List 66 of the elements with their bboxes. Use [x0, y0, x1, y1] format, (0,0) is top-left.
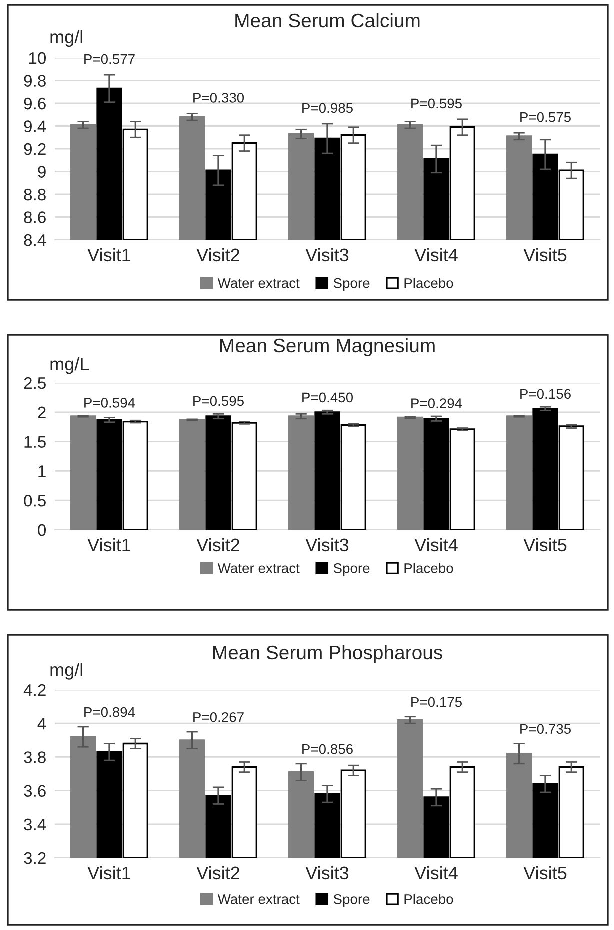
y-tick-label: 2.5	[24, 377, 46, 390]
x-tick-label: Visit2	[196, 866, 240, 880]
annotation: P=0.735	[520, 724, 571, 734]
y-tick-label: 9.2	[24, 143, 46, 156]
legend-label: Water extract	[218, 278, 300, 288]
y-axis-title: mg/l	[50, 30, 82, 48]
y-tick-label: 3.6	[24, 785, 46, 798]
y-tick-label: 3.8	[24, 752, 46, 764]
x-tick-label: Visit5	[524, 248, 567, 262]
y-tick-label: 8.8	[24, 188, 46, 201]
legend-label: Spore	[334, 894, 370, 908]
annotation: P=0.175	[412, 697, 462, 708]
y-tick-label: 8.4	[24, 234, 46, 246]
x-tick-label: Visit4	[414, 538, 458, 552]
x-tick-label: Visit1	[88, 866, 131, 880]
y-tick-label: 8.6	[24, 212, 46, 224]
y-tick-label: 0.5	[24, 495, 46, 507]
x-tick-label: Visit3	[306, 538, 349, 552]
x-tick-label: Visit1	[88, 538, 131, 552]
y-tick-label: 1.5	[24, 436, 46, 448]
y-tick-label: 1	[38, 466, 46, 478]
y-axis-title: mg/l	[50, 663, 82, 680]
chart-title: Mean Serum Calcium	[236, 13, 420, 28]
y-tick-label: 9.6	[24, 98, 46, 110]
y-tick-label: 3.4	[24, 818, 46, 831]
annotation: P=0.575	[520, 112, 571, 122]
annotation: P=0.595	[194, 396, 244, 406]
legend-label: Water extract	[218, 564, 300, 574]
annotation: P=0.595	[412, 98, 462, 109]
legend-label: Placebo	[404, 563, 454, 574]
chart-title: Mean Serum Magnesium	[220, 338, 435, 356]
annotation: P=0.450	[302, 392, 354, 403]
legend-label: Placebo	[404, 894, 454, 904]
annotation: P=0.294	[412, 398, 462, 408]
x-tick-label: Visit2	[196, 538, 240, 552]
x-tick-label: Visit5	[524, 866, 567, 880]
legend-label: Placebo	[404, 278, 454, 288]
annotation: P=0.330	[194, 93, 244, 103]
y-axis-title: mg/L	[50, 357, 90, 374]
y-tick-label: 10	[29, 52, 46, 64]
annotation: P=0.856	[302, 744, 353, 754]
annotation: P=0.594	[84, 398, 136, 408]
annotation: P=0.267	[194, 712, 244, 722]
y-tick-label: 4.2	[24, 684, 46, 696]
y-tick-label: 4	[38, 718, 46, 730]
legend-label: Spore	[334, 278, 370, 291]
annotation: P=0.894	[84, 707, 136, 718]
x-tick-label: Visit5	[524, 538, 567, 552]
x-tick-label: Visit1	[88, 248, 131, 262]
annotation: P=0.985	[302, 103, 353, 114]
x-tick-label: Visit2	[196, 248, 240, 262]
x-tick-label: Visit3	[306, 248, 349, 262]
y-tick-label: 9	[38, 166, 46, 178]
annotation: P=0.577	[84, 54, 135, 64]
legend-label: Water extract	[218, 894, 300, 904]
y-tick-label: 2	[38, 406, 46, 418]
legend-label: Spore	[334, 564, 370, 576]
y-tick-label: 0	[38, 524, 46, 536]
y-tick-label: 9.4	[24, 120, 46, 132]
x-tick-label: Visit4	[414, 866, 458, 880]
annotation: P=0.156	[520, 389, 571, 400]
y-tick-label: 9.8	[24, 75, 46, 87]
y-tick-label: 3.2	[24, 852, 46, 864]
chart-title: Mean Serum Phospharous	[213, 645, 442, 664]
x-tick-label: Visit4	[414, 248, 458, 262]
x-tick-label: Visit3	[306, 866, 349, 880]
